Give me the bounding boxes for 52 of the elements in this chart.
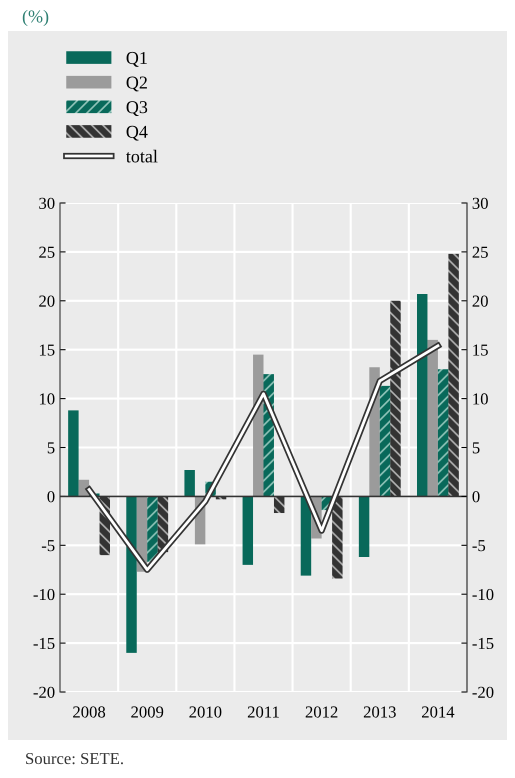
y-tick-label: 0 <box>47 491 55 502</box>
y2-tick-label: 0 <box>472 491 480 502</box>
y2-tick-label: -10 <box>472 588 494 600</box>
x-tick-label: 2012 <box>306 706 338 718</box>
text: (%) <box>22 10 48 26</box>
bar <box>253 354 264 496</box>
bar <box>358 496 370 558</box>
y-tick-label: 5 <box>48 442 54 454</box>
bar <box>380 386 390 496</box>
bar <box>390 300 401 496</box>
y2-tick-label: -20 <box>472 686 494 698</box>
y2-tick-label: -5 <box>472 540 486 552</box>
bar <box>448 254 459 496</box>
y-tick-label: 10 <box>40 393 55 405</box>
legend-label: Q2 <box>126 76 147 92</box>
y-tick-label: 15 <box>40 344 54 356</box>
x-tick-label: 2014 <box>422 706 454 718</box>
x-tick-label: 2008 <box>73 706 106 718</box>
bar <box>147 496 158 562</box>
y-tick-label: -15 <box>34 638 54 650</box>
bar <box>184 470 195 496</box>
y-tick-label: -20 <box>34 686 55 698</box>
y-tick-label: 20 <box>39 296 55 307</box>
legend-label: Q1 <box>126 52 147 67</box>
bar <box>274 496 284 514</box>
x-tick-label: 2009 <box>131 706 164 718</box>
y-tick-label: -10 <box>34 588 55 600</box>
bar <box>427 340 438 496</box>
y2-tick-label: -15 <box>472 638 494 650</box>
x-tick-label: 2013 <box>364 706 396 718</box>
legend-label: Q4 <box>126 126 148 141</box>
bar <box>438 369 448 496</box>
y2-tick-label: 30 <box>472 198 488 209</box>
source-note: Source: SETE. <box>26 752 123 764</box>
bar <box>68 410 79 496</box>
bar <box>300 496 312 576</box>
bar <box>332 496 343 579</box>
y2-tick-label: 25 <box>472 246 488 258</box>
bar <box>242 496 254 565</box>
x-tick-label: 2010 <box>189 706 222 718</box>
y2-tick-label: 20 <box>472 296 488 307</box>
bar <box>416 294 428 496</box>
legend-label: total <box>126 150 158 163</box>
x-tick-label: 2011 <box>248 706 279 718</box>
y2-tick-label: 15 <box>473 344 488 356</box>
y-tick-label: 25 <box>39 246 54 258</box>
legend-label: Q3 <box>126 101 148 116</box>
y2-tick-label: 5 <box>472 442 480 454</box>
y-tick-label: 30 <box>39 198 55 209</box>
bar <box>158 496 168 552</box>
y2-tick-label: 10 <box>473 393 488 405</box>
y-tick-label: -5 <box>42 540 54 552</box>
